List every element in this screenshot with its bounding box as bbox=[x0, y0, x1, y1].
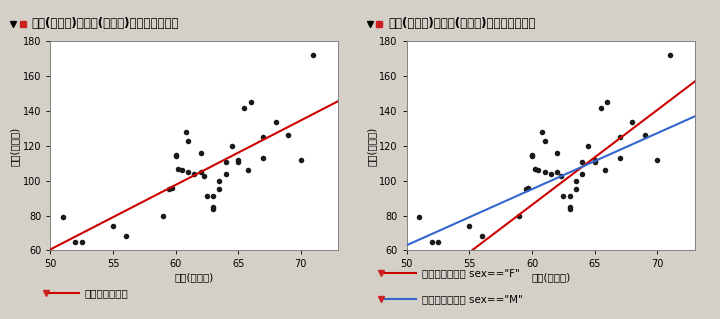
Point bbox=[166, 185, 178, 190]
Point bbox=[570, 178, 582, 183]
Point bbox=[195, 169, 207, 174]
Point bbox=[523, 185, 534, 190]
Point bbox=[539, 138, 550, 143]
Point bbox=[199, 173, 210, 178]
Point bbox=[614, 156, 626, 161]
Point bbox=[601, 100, 613, 105]
Point bbox=[564, 194, 575, 199]
Point bbox=[70, 239, 81, 244]
Point bbox=[220, 171, 231, 176]
Point bbox=[555, 173, 567, 178]
Text: 直線のあてはめ: 直線のあてはめ bbox=[85, 288, 129, 299]
Text: 身長(インチ)と体重(ポンド)の二変量の関係: 身長(インチ)と体重(ポンド)の二変量の関係 bbox=[32, 18, 179, 30]
Point bbox=[57, 215, 68, 220]
X-axis label: 身長(インチ): 身長(インチ) bbox=[531, 272, 570, 282]
Point bbox=[295, 157, 307, 162]
Point bbox=[664, 53, 675, 58]
Point bbox=[258, 135, 269, 140]
Point bbox=[589, 157, 600, 162]
Point bbox=[270, 119, 282, 124]
Point bbox=[245, 100, 256, 105]
Point bbox=[120, 234, 131, 239]
Point bbox=[552, 169, 563, 174]
Point bbox=[201, 194, 212, 199]
Point bbox=[576, 171, 588, 176]
Point bbox=[172, 166, 184, 171]
Text: 直線のあてはめ sex=="F": 直線のあてはめ sex=="F" bbox=[423, 268, 521, 278]
Point bbox=[170, 152, 181, 157]
Point bbox=[639, 133, 650, 138]
Point bbox=[163, 187, 175, 192]
Point bbox=[239, 105, 251, 110]
Point bbox=[243, 168, 254, 173]
Point bbox=[413, 215, 425, 220]
Point bbox=[652, 157, 663, 162]
Point bbox=[214, 178, 225, 183]
Point bbox=[595, 105, 607, 110]
Point bbox=[520, 187, 531, 192]
Point bbox=[180, 130, 192, 135]
Point bbox=[195, 150, 207, 155]
Point bbox=[233, 157, 244, 162]
Y-axis label: 体重(ポンド): 体重(ポンド) bbox=[366, 126, 377, 166]
Point bbox=[564, 206, 575, 211]
Point bbox=[170, 154, 181, 159]
Point bbox=[233, 159, 244, 164]
Point bbox=[214, 187, 225, 192]
Point bbox=[570, 187, 582, 192]
Point bbox=[464, 224, 475, 229]
Point bbox=[158, 213, 169, 218]
Point bbox=[176, 168, 188, 173]
Point bbox=[557, 194, 569, 199]
Point bbox=[426, 239, 438, 244]
Point bbox=[526, 154, 538, 159]
Point bbox=[107, 224, 119, 229]
Point bbox=[76, 239, 87, 244]
Point bbox=[207, 204, 219, 210]
Point bbox=[552, 150, 563, 155]
Y-axis label: 体重(ポンド): 体重(ポンド) bbox=[10, 126, 20, 166]
Point bbox=[533, 168, 544, 173]
Text: 身長(インチ)と体重(ポンド)の二変量の関係: 身長(インチ)と体重(ポンド)の二変量の関係 bbox=[388, 18, 536, 30]
Point bbox=[476, 234, 487, 239]
Point bbox=[258, 156, 269, 161]
Point bbox=[589, 159, 600, 164]
Point bbox=[189, 171, 200, 176]
Point bbox=[526, 152, 538, 157]
Point bbox=[207, 206, 219, 211]
Point bbox=[564, 204, 575, 210]
Point bbox=[182, 169, 194, 174]
Point bbox=[539, 169, 550, 174]
Point bbox=[614, 135, 626, 140]
Point bbox=[514, 213, 526, 218]
Point bbox=[226, 144, 238, 149]
Point bbox=[432, 239, 444, 244]
Point bbox=[220, 159, 231, 164]
Point bbox=[307, 53, 319, 58]
Point bbox=[582, 144, 594, 149]
Point bbox=[182, 138, 194, 143]
Point bbox=[536, 130, 548, 135]
Point bbox=[599, 168, 611, 173]
Point bbox=[207, 194, 219, 199]
Point bbox=[545, 171, 557, 176]
Point bbox=[576, 159, 588, 164]
Point bbox=[282, 133, 294, 138]
Point bbox=[626, 119, 638, 124]
Text: 直線のあてはめ sex=="M": 直線のあてはめ sex=="M" bbox=[423, 294, 523, 304]
Point bbox=[528, 166, 540, 171]
X-axis label: 身長(インチ): 身長(インチ) bbox=[175, 272, 214, 282]
